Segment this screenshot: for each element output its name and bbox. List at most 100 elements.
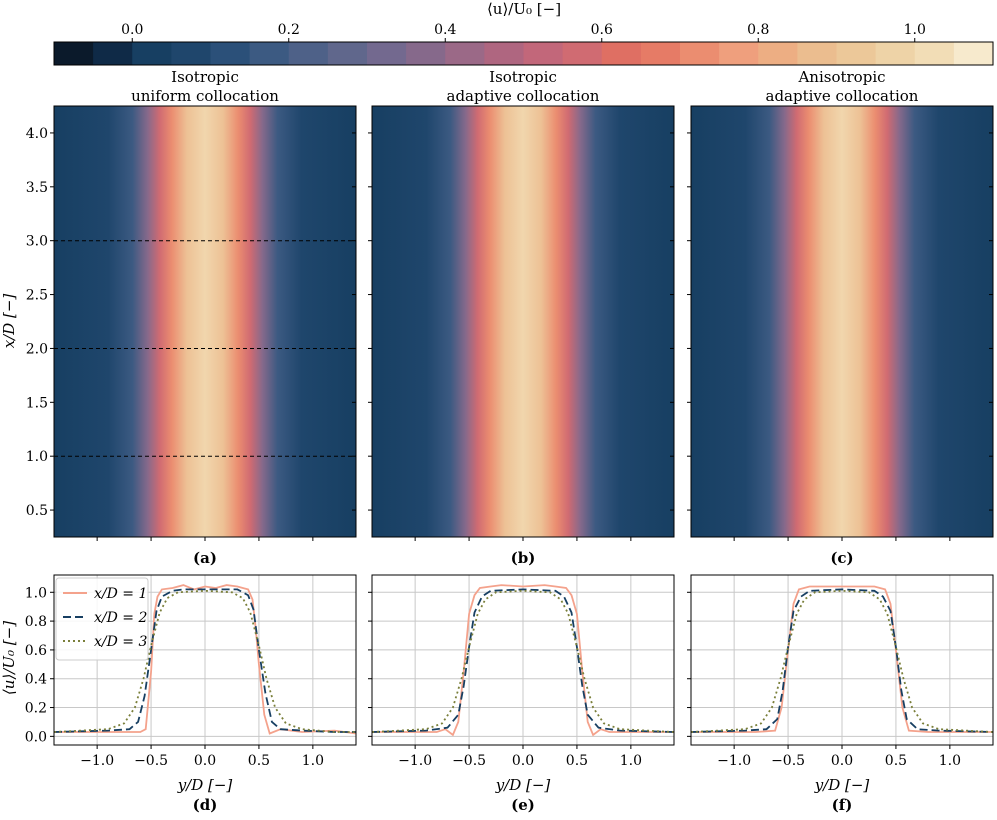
line-panels: (d) y/D [−] −1.0 −0.5 0.0 0.5 1.0 0.0 0.2 0.4 0.…: [0, 574, 994, 814]
plot-frame: [371, 574, 675, 746]
colorbar-cell: [327, 42, 368, 65]
line-y-axis-label: ⟨u⟩/U₀ [−]: [0, 621, 18, 695]
panel-a-title-line2: uniform collocation: [131, 87, 279, 105]
colorbar-cell: [797, 42, 838, 65]
colorbar-cell: [914, 42, 955, 65]
colorbar-label: ⟨u⟩/U₀ [−]: [487, 0, 561, 18]
contour-y-tick-label: 1.0: [26, 449, 48, 465]
series-line: [372, 584, 674, 737]
colorbar-cell: [601, 42, 642, 65]
legend-entry: x/D = 3: [94, 634, 147, 650]
panel-label-c: (c): [830, 549, 853, 567]
colorbar-cell: [445, 42, 485, 65]
colorbar-tick-label: 1.0: [904, 22, 926, 38]
legend-box: [55, 577, 149, 661]
x-tick-label: 0.5: [885, 753, 907, 769]
contour-panel-b: Isotropic adaptive collocation (b): [371, 68, 675, 567]
contour-y-tick-label: 0.5: [26, 503, 48, 519]
legend-entry: x/D = 1: [94, 586, 147, 602]
contour-dashed-lines: [54, 240, 356, 457]
plot-frame: [690, 574, 994, 746]
colorbar-cell: [93, 42, 133, 65]
colorbar-tick-label: 0.0: [121, 22, 143, 38]
contour-field-b: [372, 106, 674, 537]
y-tick-label: 0.0: [25, 729, 47, 745]
panel-label-f: (f): [832, 796, 853, 814]
contour-y-tick-label: 2.0: [26, 341, 48, 357]
colorbar-cells: [54, 42, 994, 65]
colorbar-cell: [249, 42, 290, 65]
colorbar-cell: [523, 42, 564, 65]
colorbar-cell: [54, 42, 94, 65]
legend-entry: x/D = 2: [94, 610, 147, 626]
x-tick-label: 0.5: [566, 753, 588, 769]
line-panel-f: (f) y/D [−] −1.0 −0.5 0.0 0.5 1.0: [687, 574, 994, 814]
series-line: [691, 589, 993, 733]
x-tick-label: −0.5: [452, 753, 486, 769]
x-tick-label: 0.0: [194, 753, 216, 769]
series-line: [54, 588, 356, 733]
colorbar-cell: [640, 42, 681, 65]
series-line: [54, 589, 356, 733]
colorbar-tick-label: 0.4: [434, 22, 456, 38]
colorbar-cell: [288, 42, 329, 65]
contour-field-a: [54, 106, 356, 537]
panel-label-a: (a): [193, 549, 217, 567]
series-line: [691, 588, 993, 733]
contour-y-tick-label: 2.5: [26, 288, 48, 304]
contour-y-tick-label: 3.0: [26, 234, 48, 250]
x-axis-label-d: y/D [−]: [177, 776, 233, 794]
x-tick-label: 1.0: [620, 753, 642, 769]
colorbar-cell: [953, 42, 994, 65]
series-line: [372, 589, 674, 733]
contour-y-axis-label: x/D [−]: [0, 294, 18, 349]
x-tick-label: −0.5: [771, 753, 805, 769]
colorbar-tick-label: 0.8: [747, 22, 769, 38]
x-tick-label: −1.0: [398, 753, 432, 769]
x-tick-label: 1.0: [302, 753, 324, 769]
panel-label-b: (b): [511, 549, 536, 567]
panel-c-title-line2: adaptive collocation: [766, 87, 919, 105]
panel-label-e: (e): [511, 796, 535, 814]
colorbar-cell: [680, 42, 720, 65]
y-tick-label: 0.8: [25, 614, 47, 630]
colorbar-cell: [875, 42, 916, 65]
series-line: [691, 585, 993, 733]
colorbar-frame: [53, 41, 994, 66]
colorbar-ticks: 0.0 0.2 0.4 0.6 0.8 1.0: [121, 22, 926, 42]
x-tick-label: −1.0: [717, 753, 751, 769]
y-tick-label: 0.2: [25, 701, 47, 717]
contour-panels: Isotropic uniform collocation (a) Isotro…: [0, 68, 994, 567]
x-tick-label: −1.0: [80, 753, 114, 769]
colorbar-cell: [836, 42, 877, 65]
contour-y-tick-label: 1.5: [26, 395, 48, 411]
colorbar-tick-label: 0.6: [591, 22, 613, 38]
contour-panel-a: Isotropic uniform collocation (a): [53, 68, 357, 567]
legend: x/D = 1 x/D = 2 x/D = 3: [55, 577, 149, 661]
panel-c-title-line1: Anisotropic: [797, 68, 885, 86]
y-tick-label: 0.4: [25, 672, 47, 688]
x-axis-label-f: y/D [−]: [814, 776, 870, 794]
x-tick-label: 0.0: [512, 753, 534, 769]
contour-y-tick-label: 4.0: [26, 126, 48, 142]
colorbar-cell: [210, 42, 251, 65]
colorbar-cell: [367, 42, 407, 65]
colorbar-cell: [719, 42, 759, 65]
colorbar-cell: [562, 42, 603, 65]
colorbar-cell: [171, 42, 212, 65]
series-line: [54, 584, 356, 735]
colorbar-cell: [758, 42, 798, 65]
panel-b-title-line2: adaptive collocation: [447, 87, 600, 105]
colorbar-tick-label: 0.2: [278, 22, 300, 38]
panel-a-title-line1: Isotropic: [171, 68, 239, 86]
x-tick-label: 0.5: [248, 753, 270, 769]
panel-label-d: (d): [193, 796, 218, 814]
contour-y-ticks: 0.5 1.0 1.5 2.0 2.5 3.0 3.5 4.0: [26, 126, 993, 541]
y-tick-label: 1.0: [25, 585, 47, 601]
x-tick-label: 0.0: [831, 753, 853, 769]
y-tick-label: 0.6: [25, 643, 47, 659]
plot-frame: [53, 574, 357, 746]
contour-y-tick-label: 3.5: [26, 180, 48, 196]
x-tick-label: −0.5: [134, 753, 168, 769]
colorbar-cell: [406, 42, 446, 65]
